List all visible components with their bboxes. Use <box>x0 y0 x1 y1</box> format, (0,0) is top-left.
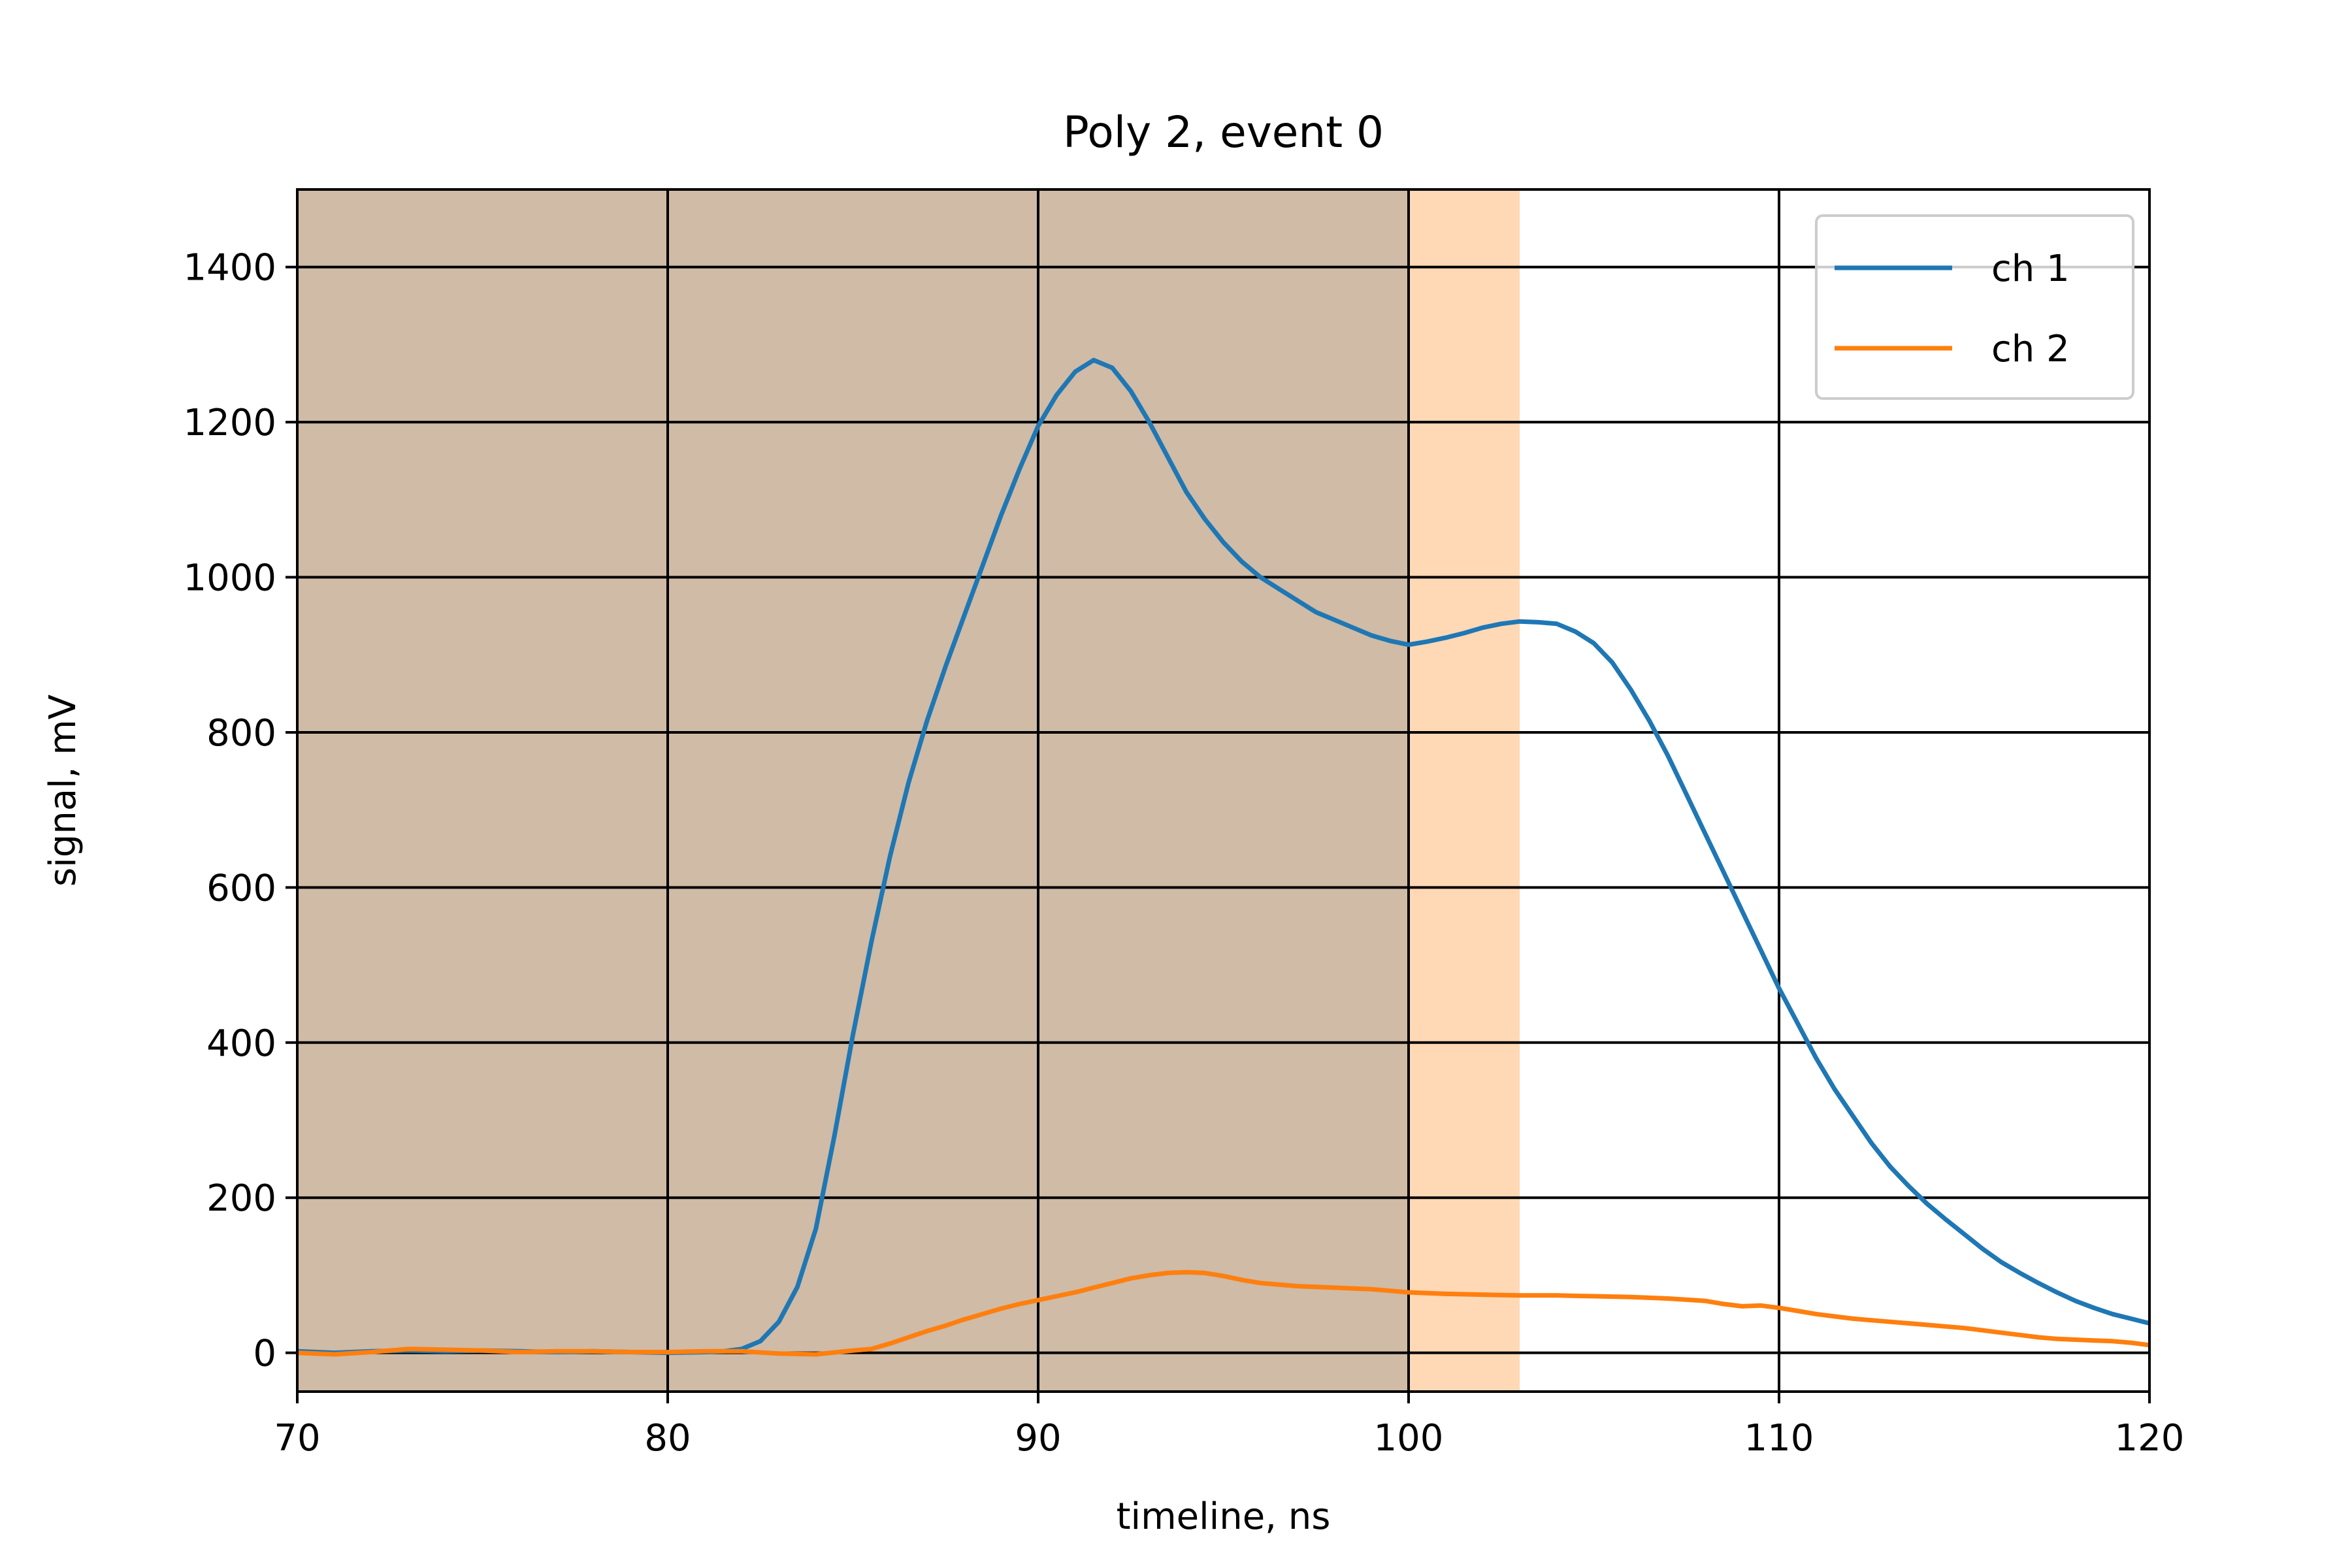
x-tick-label: 80 <box>644 1417 691 1460</box>
legend-label-ch-2: ch 2 <box>1991 328 2070 370</box>
plot-frame <box>296 188 2151 1393</box>
y-axis-label: signal, mV <box>42 694 84 887</box>
shaded-span-1 <box>297 189 1409 1392</box>
y-tick-label: 1200 <box>183 402 276 444</box>
x-tick-label: 110 <box>1744 1417 1814 1460</box>
y-tick-label: 200 <box>206 1177 276 1220</box>
x-tick-label: 90 <box>1015 1417 1061 1460</box>
series-lines <box>297 357 2150 1357</box>
x-tick-label: 70 <box>274 1417 320 1460</box>
y-tick-label: 400 <box>206 1022 276 1065</box>
x-tick-label: 100 <box>1374 1417 1444 1460</box>
shaded-spans <box>297 189 1520 1392</box>
y-axis-ticks: 0 200 400 600 800 1000 1200 1400 <box>183 247 297 1375</box>
y-tick-label: 600 <box>206 867 276 909</box>
y-tick-label: 0 <box>253 1333 276 1375</box>
series-line-ch-2 <box>297 1269 2150 1357</box>
x-axis-label: timeline, ns <box>1117 1495 1331 1538</box>
legend: ch 1 ch 2 <box>1815 214 2134 400</box>
series-line-ch-1 <box>297 357 2150 1356</box>
x-tick-label: 120 <box>2115 1417 2185 1460</box>
y-tick-label: 800 <box>206 712 276 755</box>
chart-title: Poly 2, event 0 <box>1063 107 1384 157</box>
y-tick-label: 1400 <box>183 247 276 289</box>
legend-box <box>1815 214 2134 400</box>
legend-label-ch-1: ch 1 <box>1991 248 2070 290</box>
x-axis-ticks: 70 80 90 100 110 120 <box>274 1392 2184 1460</box>
y-tick-label: 1000 <box>183 557 276 600</box>
